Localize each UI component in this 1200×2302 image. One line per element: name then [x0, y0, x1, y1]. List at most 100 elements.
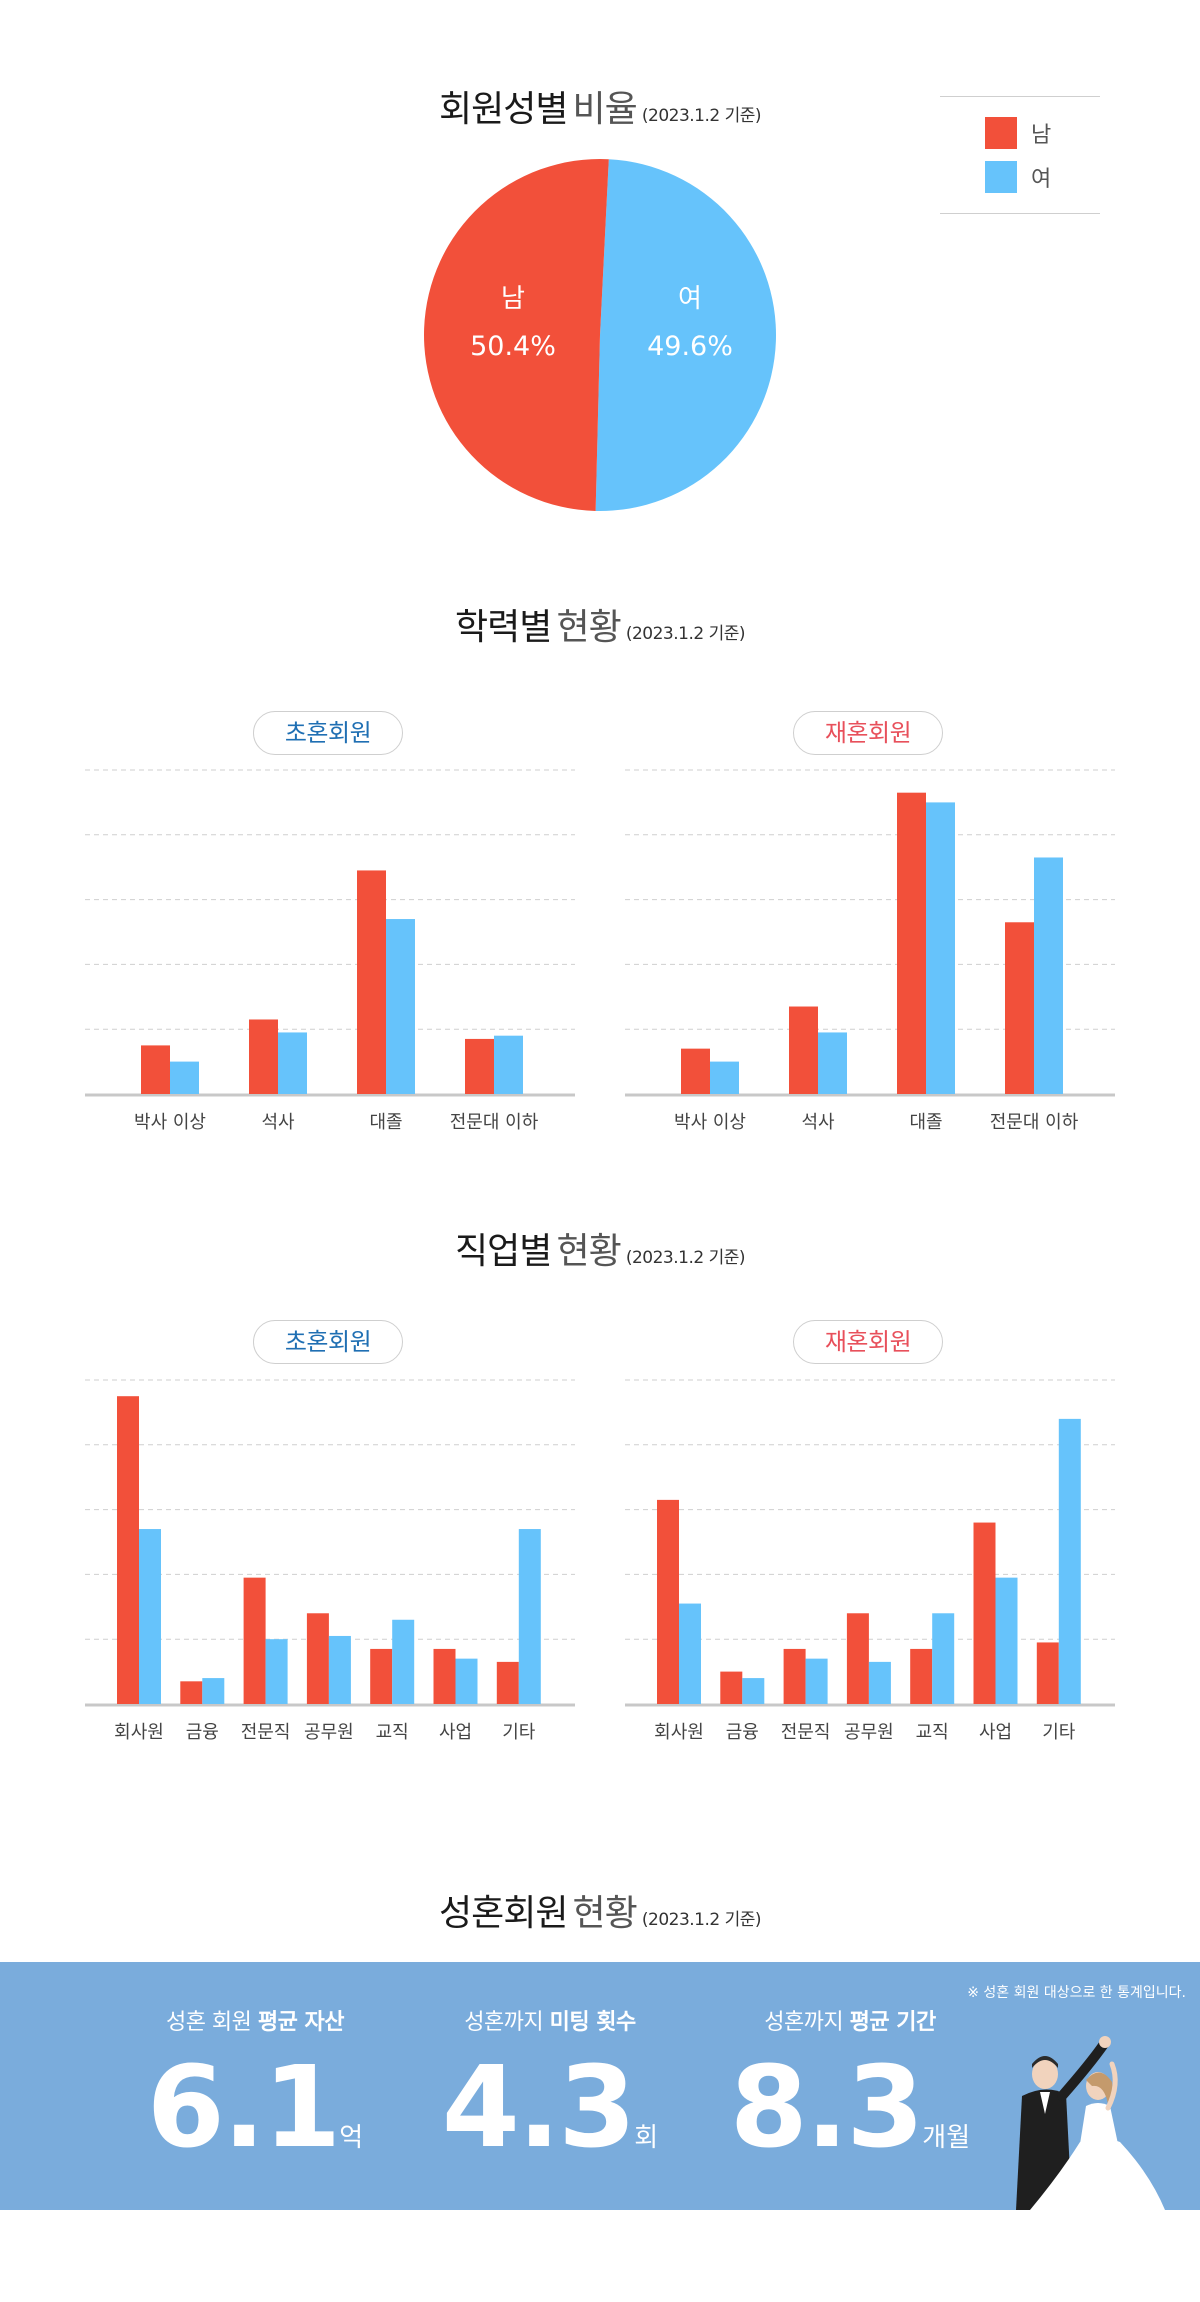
- bar-female: [1058, 1418, 1081, 1704]
- stat-number: 8.3: [729, 2043, 924, 2173]
- x-tick-label: 교직: [376, 1722, 409, 1743]
- stat-unit: 개월: [922, 2123, 971, 2153]
- occupation-title-main: 직업별: [455, 1231, 552, 1272]
- stat-value: 8.3개월: [700, 2048, 1000, 2168]
- x-tick-label: 기타: [502, 1722, 536, 1743]
- x-tick-label: 전문대 이하: [450, 1112, 539, 1133]
- x-tick-label: 기타: [1042, 1722, 1076, 1743]
- stat-label: 성혼까지 미팅 횟수: [400, 2004, 700, 2036]
- x-tick-label: 전문직: [781, 1722, 831, 1743]
- legend-label-male: 남: [1031, 123, 1052, 148]
- banner-note: ※ 성혼 회원 대상으로 한 통계입니다.: [967, 1985, 1186, 2001]
- bar-male: [370, 1648, 393, 1704]
- bar-female: [392, 1619, 415, 1704]
- legend-label-female: 여: [1031, 167, 1052, 192]
- bar-male: [496, 1661, 519, 1704]
- bar-female: [518, 1529, 541, 1704]
- x-tick-label: 석사: [261, 1112, 295, 1133]
- edu-re-chart: 박사 이상 석사 대졸 전문대 이하: [625, 769, 1115, 1133]
- bar-male: [249, 1019, 278, 1094]
- married-title: 성혼회원 현황 (2023.1.2 기준): [0, 1884, 1200, 1936]
- stat-number: 4.3: [441, 2043, 636, 2173]
- x-tick-label: 회사원: [114, 1722, 164, 1743]
- bar-male: [846, 1613, 869, 1704]
- bar-male: [357, 870, 386, 1094]
- pie-slice-female: [595, 159, 777, 512]
- x-tick-label: 금융: [726, 1722, 759, 1743]
- x-tick-label: 박사 이상: [674, 1112, 746, 1133]
- stat-unit: 억: [339, 2123, 364, 2153]
- legend-swatch-male: [985, 117, 1017, 149]
- bar-female: [926, 802, 955, 1094]
- bar-male: [1005, 922, 1034, 1094]
- edu-first-pill: 초혼회원: [253, 711, 403, 755]
- bar-female: [278, 1032, 307, 1094]
- bar-male: [973, 1522, 996, 1704]
- gender-title-main: 회원성별: [438, 89, 568, 130]
- edu-first-chart: 박사 이상 석사 대졸 전문대 이하: [85, 769, 575, 1133]
- bar-male: [141, 1045, 170, 1094]
- bar-female: [995, 1577, 1018, 1704]
- bar-male: [783, 1648, 806, 1704]
- stat-number: 6.1: [146, 2043, 341, 2173]
- legend-item-male: 남: [985, 117, 1051, 149]
- married-title-sub: 현황: [572, 1893, 638, 1934]
- job-first-chart: 회사원 금융 전문직 공무원 교직 사업 기타: [85, 1379, 575, 1743]
- bar-male: [681, 1048, 710, 1094]
- gender-title: 회원성별 비율 (2023.1.2 기준): [0, 80, 1200, 132]
- x-tick-label: 공무원: [304, 1722, 354, 1743]
- pie-slice-male: [424, 159, 609, 511]
- bar-male: [1036, 1642, 1059, 1704]
- stat-label-plain: 성혼까지: [764, 2010, 844, 2035]
- bar-female: [932, 1613, 955, 1704]
- bar-female: [818, 1032, 847, 1094]
- bar-male: [897, 792, 926, 1094]
- education-title-date: (2023.1.2 기준): [625, 624, 746, 644]
- bar-female: [679, 1603, 701, 1704]
- bar-male: [657, 1499, 679, 1704]
- bar-female: [202, 1678, 225, 1704]
- stat-label-plain: 성혼까지: [464, 2010, 544, 2035]
- bar-female: [710, 1061, 739, 1094]
- x-tick-label: 사업: [439, 1722, 472, 1743]
- bar-female: [455, 1658, 478, 1704]
- legend-item-female: 여: [985, 161, 1051, 193]
- edu-re-pill: 재혼회원: [793, 711, 943, 755]
- bar-female: [328, 1635, 351, 1704]
- bar-male: [720, 1671, 743, 1704]
- stat-label: 성혼까지 평균 기간: [700, 2004, 1000, 2036]
- married-title-date: (2023.1.2 기준): [641, 1910, 762, 1930]
- stat-label-bold: 평균 기간: [849, 2010, 937, 2035]
- occupation-title-sub: 현황: [556, 1231, 621, 1272]
- x-tick-label: 전문직: [241, 1722, 291, 1743]
- stat-value: 4.3회: [400, 2048, 700, 2168]
- pie-value-female: 49.6%: [647, 331, 733, 362]
- married-stats-banner: ※ 성혼 회원 대상으로 한 통계입니다. 성혼 회원 평균 자산 6.1억 성…: [0, 1962, 1200, 2210]
- stat-label-bold: 평균 자산: [257, 2010, 345, 2035]
- wedding-couple-illustration: [1016, 2036, 1165, 2210]
- x-tick-label: 대졸: [909, 1112, 942, 1133]
- pie-label-female: 여: [678, 284, 702, 314]
- education-title: 학력별 현황 (2023.1.2 기준): [0, 598, 1200, 650]
- gender-pie-chart: 남 50.4% 여 49.6%: [424, 159, 777, 512]
- occupation-title-date: (2023.1.2 기준): [625, 1248, 746, 1268]
- x-tick-label: 금융: [186, 1722, 219, 1743]
- occupation-title: 직업별 현황 (2023.1.2 기준): [0, 1222, 1200, 1274]
- stat-label: 성혼 회원 평균 자산: [105, 2004, 405, 2036]
- bar-female: [742, 1678, 765, 1704]
- x-tick-label: 석사: [801, 1112, 835, 1133]
- bar-male: [243, 1577, 266, 1704]
- bar-female: [494, 1035, 523, 1094]
- stat-value: 6.1억: [105, 2048, 405, 2168]
- x-tick-label: 공무원: [844, 1722, 894, 1743]
- bar-male: [433, 1648, 456, 1704]
- bar-male: [465, 1038, 494, 1094]
- education-title-main: 학력별: [455, 607, 552, 648]
- bar-male: [180, 1681, 203, 1704]
- bar-male: [117, 1396, 139, 1704]
- bar-male: [789, 1006, 818, 1094]
- job-re-chart: 회사원 금융 전문직 공무원 교직 사업 기타: [625, 1379, 1115, 1743]
- bar-female: [170, 1061, 199, 1094]
- bar-male: [910, 1648, 933, 1704]
- bar-female: [386, 919, 415, 1094]
